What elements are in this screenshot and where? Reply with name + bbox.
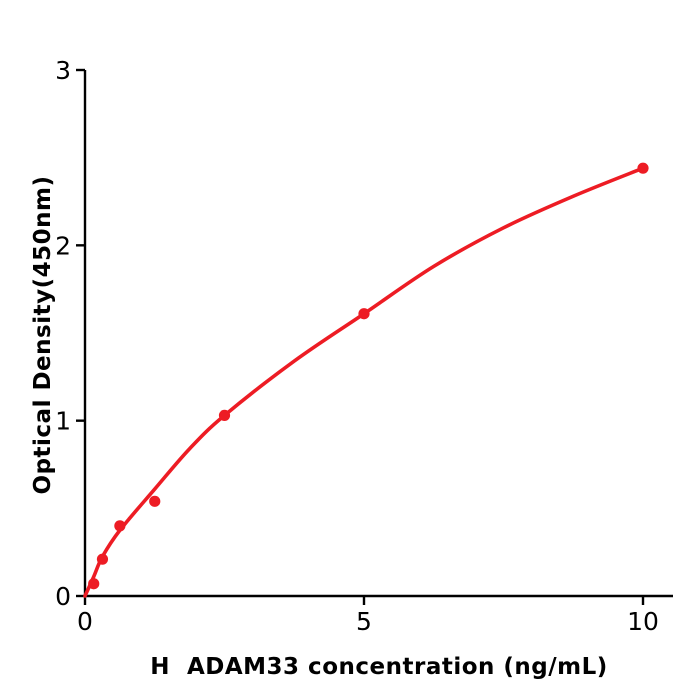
fitted-curve-line (83, 166, 645, 598)
y-tick-label: 1 (55, 407, 71, 436)
y-tick-label: 3 (55, 56, 71, 85)
data-point (96, 553, 109, 565)
data-point (149, 495, 161, 507)
data-point (358, 308, 370, 320)
data-point (88, 578, 100, 590)
y-axis-label: Optical Density(450nm) (30, 175, 56, 495)
data-point (218, 409, 231, 422)
y-tick-label: 2 (55, 231, 71, 260)
data-point (114, 520, 126, 532)
x-axis-label: H ADAM33 concentration (ng/mL) (150, 654, 608, 680)
data-point (637, 162, 649, 174)
x-tick-label: 10 (627, 607, 659, 636)
x-tick-label: 0 (77, 607, 93, 636)
y-tick-label: 0 (55, 582, 71, 611)
x-tick-label: 5 (356, 607, 372, 636)
